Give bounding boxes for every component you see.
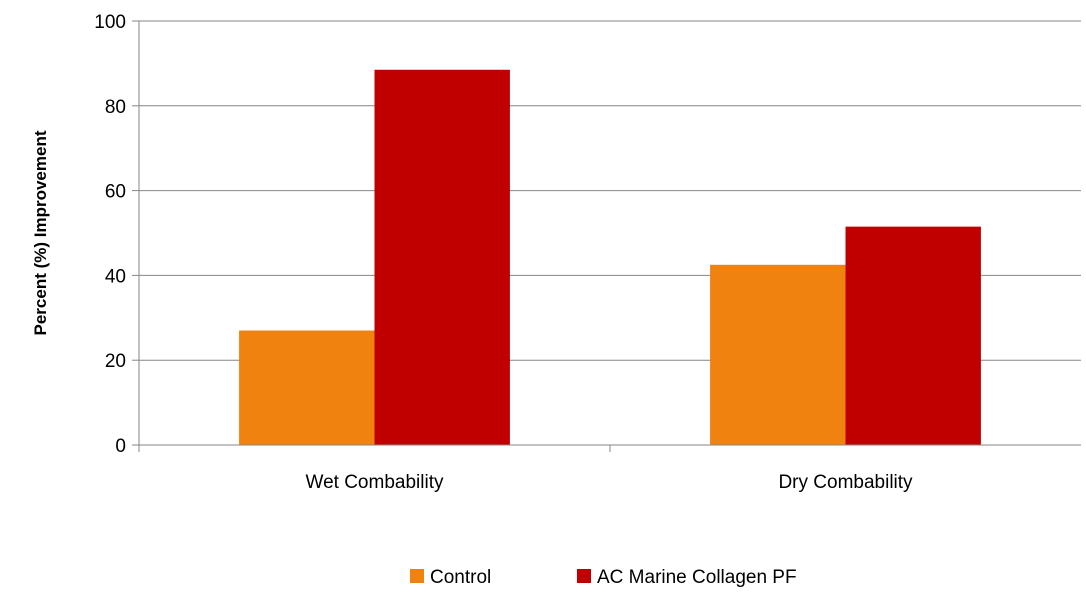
bars — [239, 69, 981, 445]
y-tick-label: 80 — [105, 97, 126, 118]
legend: Control AC Marine Collagen PF — [410, 567, 797, 588]
legend-swatch-collagen — [577, 569, 591, 583]
y-tick-label: 60 — [105, 182, 126, 203]
bar-control-1 — [710, 264, 846, 445]
axes — [132, 20, 1081, 452]
y-tick-label: 20 — [105, 351, 126, 372]
bar-collagen-0 — [374, 69, 510, 445]
y-tick-label: 0 — [115, 436, 126, 457]
y-tick-label: 100 — [94, 12, 126, 33]
legend-label-collagen: AC Marine Collagen PF — [597, 567, 797, 588]
axis-labels: 0 20 40 60 80 100 Wet Combability Dry Combabili… — [94, 12, 913, 493]
legend-swatch-control — [410, 569, 424, 583]
legend-label-control: Control — [430, 567, 491, 588]
bar-control-0 — [239, 330, 375, 445]
y-tick-label: 40 — [105, 266, 126, 287]
x-category-label: Dry Combability — [778, 472, 913, 493]
x-category-label: Wet Combability — [306, 472, 444, 493]
bar-collagen-1 — [845, 226, 981, 445]
y-axis-label: Percent (%) Improvement — [31, 130, 50, 335]
